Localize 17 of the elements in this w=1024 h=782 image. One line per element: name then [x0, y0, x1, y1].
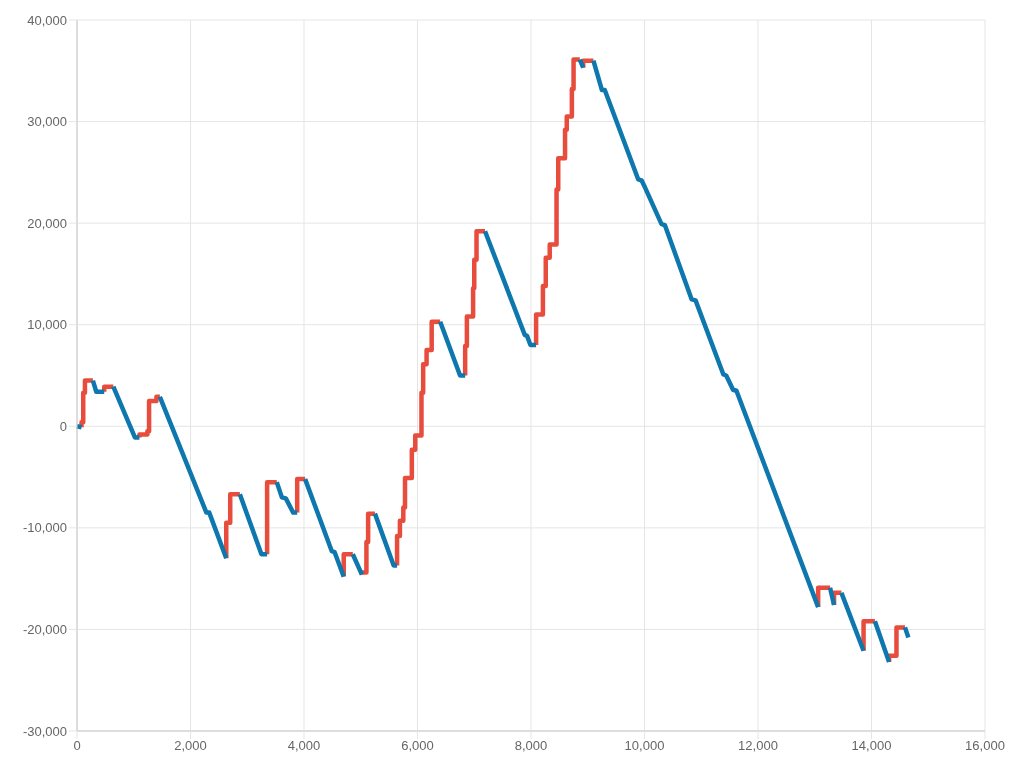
y-tick-label: 30,000 [27, 114, 67, 130]
y-tick-label: 40,000 [27, 12, 67, 28]
x-tick-label: 0 [73, 738, 81, 754]
x-tick-label: 2,000 [174, 738, 207, 754]
x-tick-label: 4,000 [287, 738, 321, 754]
x-tick-label: 8,000 [514, 738, 548, 754]
y-tick-label: 20,000 [27, 215, 67, 231]
x-tick-label: 14,000 [851, 738, 892, 754]
y-tick-label: 0 [59, 418, 67, 434]
x-tick-label: 12,000 [738, 738, 778, 754]
y-tick-label: -20,000 [22, 622, 67, 638]
y-tick-label: -10,000 [22, 520, 67, 536]
x-tick-label: 6,000 [401, 738, 434, 754]
x-tick-label: 16,000 [965, 738, 1005, 754]
x-tick-label: 10,000 [624, 738, 665, 754]
y-tick-label: -30,000 [22, 723, 67, 739]
y-tick-label: 10,000 [27, 317, 67, 333]
